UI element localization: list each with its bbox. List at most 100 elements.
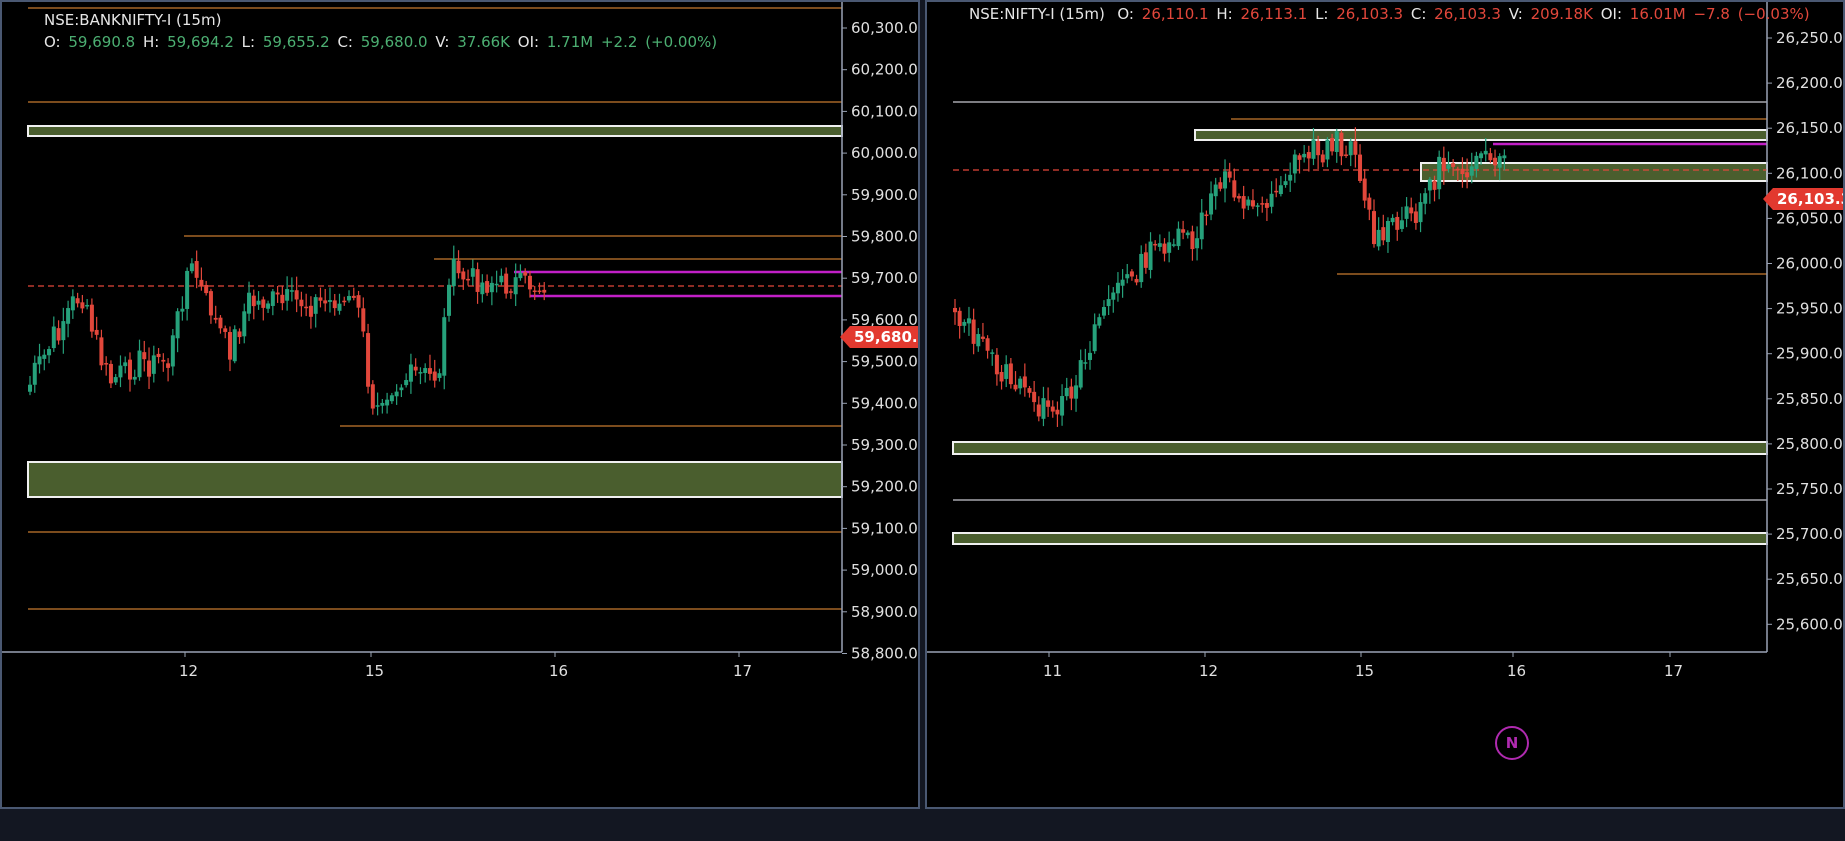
candle-body <box>1097 317 1102 326</box>
candle-body <box>251 295 256 307</box>
y-tick-label: 59,900.0 <box>851 186 918 204</box>
candle-body <box>1074 385 1079 399</box>
candle-body <box>1344 154 1349 156</box>
candle-body <box>442 317 447 376</box>
bottom-toolbar <box>0 809 1845 841</box>
candle-body <box>170 335 175 367</box>
candle-body <box>971 319 976 344</box>
candle-body <box>1055 409 1060 415</box>
candle-body <box>1148 241 1153 270</box>
candle-body <box>1437 156 1442 190</box>
candle-body <box>1455 168 1460 171</box>
banknifty-chart-canvas[interactable]: 60,300.0 60,200.0 60,100.0 60,000.0 59,900.0… <box>2 2 918 807</box>
last-price-tag: 59,680.0 <box>839 326 918 348</box>
candle-body <box>1292 154 1297 174</box>
candle-body <box>1115 282 1120 294</box>
candle-body <box>51 326 56 349</box>
candle-body <box>1451 163 1456 167</box>
candle-body <box>1465 172 1470 178</box>
high-label: H: <box>1216 5 1233 23</box>
candle-body <box>270 291 275 306</box>
banknifty-chart-panel[interactable]: 60,300.0 60,200.0 60,100.0 60,000.0 59,900.0… <box>0 0 920 809</box>
candle-body <box>247 292 252 314</box>
candle-body <box>28 384 32 392</box>
candle-body <box>1334 131 1339 153</box>
candle-body <box>294 290 299 300</box>
volume-value: 37.66K <box>457 33 510 51</box>
candle-body <box>408 364 413 382</box>
candle-body <box>1153 243 1158 246</box>
candle-body <box>289 290 294 292</box>
x-tick-label: 12 <box>179 662 198 680</box>
candle-body <box>204 284 209 294</box>
candle-body <box>118 365 123 378</box>
candle-body <box>1171 244 1176 246</box>
candle-body <box>1078 360 1083 388</box>
candle-body <box>1460 168 1465 175</box>
open-value: 26,110.1 <box>1141 5 1209 23</box>
candle-body <box>185 270 190 309</box>
candle-body <box>213 317 218 320</box>
candle-body <box>313 297 318 314</box>
candle-body <box>1190 231 1195 250</box>
candle-body <box>123 362 128 367</box>
candle-body <box>380 402 385 406</box>
candle-body <box>232 329 237 362</box>
candle-body <box>308 305 313 317</box>
nifty-chart-panel[interactable]: 26,250.0 26,200.0 26,150.0 26,100.0 26,050.0… <box>925 0 1845 809</box>
candle-body <box>1381 227 1386 241</box>
candle-body <box>1320 154 1325 163</box>
volume-label: V: <box>435 33 450 51</box>
candle-body <box>351 295 356 298</box>
low-label: L: <box>1315 5 1329 23</box>
x-tick-label: 15 <box>1355 662 1374 680</box>
candle-body <box>156 353 161 358</box>
candle-body <box>1236 196 1241 199</box>
y-tick-label: 25,850.0 <box>1776 390 1843 408</box>
candle-body <box>953 307 957 313</box>
candle-body <box>1302 153 1307 158</box>
nifty-chart-canvas[interactable]: 26,250.0 26,200.0 26,150.0 26,100.0 26,050.0… <box>927 2 1843 807</box>
candle-body <box>1213 184 1218 197</box>
y-tick-label: 26,150.0 <box>1776 119 1843 137</box>
candle-body <box>1139 253 1144 283</box>
candle-body <box>1353 141 1358 155</box>
candle-body <box>1418 202 1423 223</box>
nifty-legend: NSE:NIFTY-I (15m) O: 26,110.1 H: 26,113.… <box>969 4 1813 24</box>
open-label: O: <box>1117 5 1134 23</box>
candle-body <box>1060 396 1065 416</box>
candle-body <box>1092 324 1097 352</box>
candle-body <box>1371 211 1376 245</box>
candle-body <box>1223 171 1228 189</box>
candle-body <box>537 290 542 293</box>
candle-body <box>1022 376 1027 388</box>
candle-body <box>1283 181 1288 186</box>
candle-body <box>994 354 999 375</box>
candle-body <box>1088 352 1093 360</box>
symbol-label[interactable]: NSE:NIFTY-I (15m) <box>969 5 1105 23</box>
candle-body <box>137 350 142 378</box>
candle-body <box>375 405 380 407</box>
candle-body <box>1013 384 1018 390</box>
candle-body <box>323 300 328 304</box>
candle-body <box>1195 238 1200 249</box>
x-tick-label: 17 <box>733 662 752 680</box>
candle-body <box>113 377 118 383</box>
candle-body <box>151 355 156 374</box>
candle-body <box>32 362 37 385</box>
y-tick-label: 25,700.0 <box>1776 525 1843 543</box>
candle-body <box>285 289 290 301</box>
candle-body <box>1162 243 1167 254</box>
candle-body <box>447 284 452 316</box>
candle-body <box>1469 166 1474 176</box>
candle-body <box>89 304 94 332</box>
y-tick-label: 26,100.0 <box>1776 164 1843 182</box>
y-tick-label: 59,300.0 <box>851 436 918 454</box>
candle-body <box>1129 271 1134 277</box>
close-value: 26,103.3 <box>1434 5 1501 23</box>
symbol-label[interactable]: NSE:BANKNIFTY-I (15m) <box>44 11 222 29</box>
y-tick-label: 25,600.0 <box>1776 615 1843 633</box>
oi-value: 16.01M <box>1629 5 1686 23</box>
n-logo-icon[interactable]: N <box>1495 726 1529 760</box>
candle-body <box>242 311 247 337</box>
